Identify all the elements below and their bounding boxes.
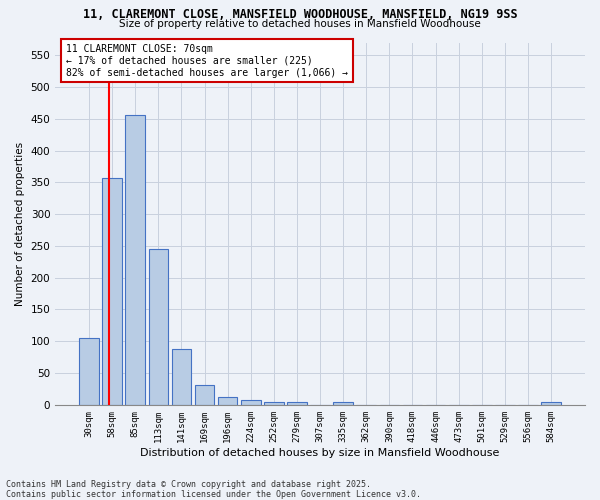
- Text: 11 CLAREMONT CLOSE: 70sqm
← 17% of detached houses are smaller (225)
82% of semi: 11 CLAREMONT CLOSE: 70sqm ← 17% of detac…: [66, 44, 348, 78]
- Bar: [149, 249, 168, 405]
- X-axis label: Distribution of detached houses by size in Mansfield Woodhouse: Distribution of detached houses by size …: [140, 448, 500, 458]
- Bar: [195, 385, 214, 405]
- Y-axis label: Number of detached properties: Number of detached properties: [15, 142, 25, 306]
- Text: Size of property relative to detached houses in Mansfield Woodhouse: Size of property relative to detached ho…: [119, 19, 481, 29]
- Bar: [241, 400, 260, 405]
- Text: Contains HM Land Registry data © Crown copyright and database right 2025.
Contai: Contains HM Land Registry data © Crown c…: [6, 480, 421, 499]
- Bar: [125, 115, 145, 405]
- Bar: [541, 402, 561, 405]
- Bar: [79, 338, 99, 405]
- Text: 11, CLAREMONT CLOSE, MANSFIELD WOODHOUSE, MANSFIELD, NG19 9SS: 11, CLAREMONT CLOSE, MANSFIELD WOODHOUSE…: [83, 8, 517, 20]
- Bar: [103, 178, 122, 405]
- Bar: [172, 349, 191, 405]
- Bar: [218, 396, 238, 405]
- Bar: [334, 402, 353, 405]
- Bar: [264, 402, 284, 405]
- Bar: [287, 402, 307, 405]
